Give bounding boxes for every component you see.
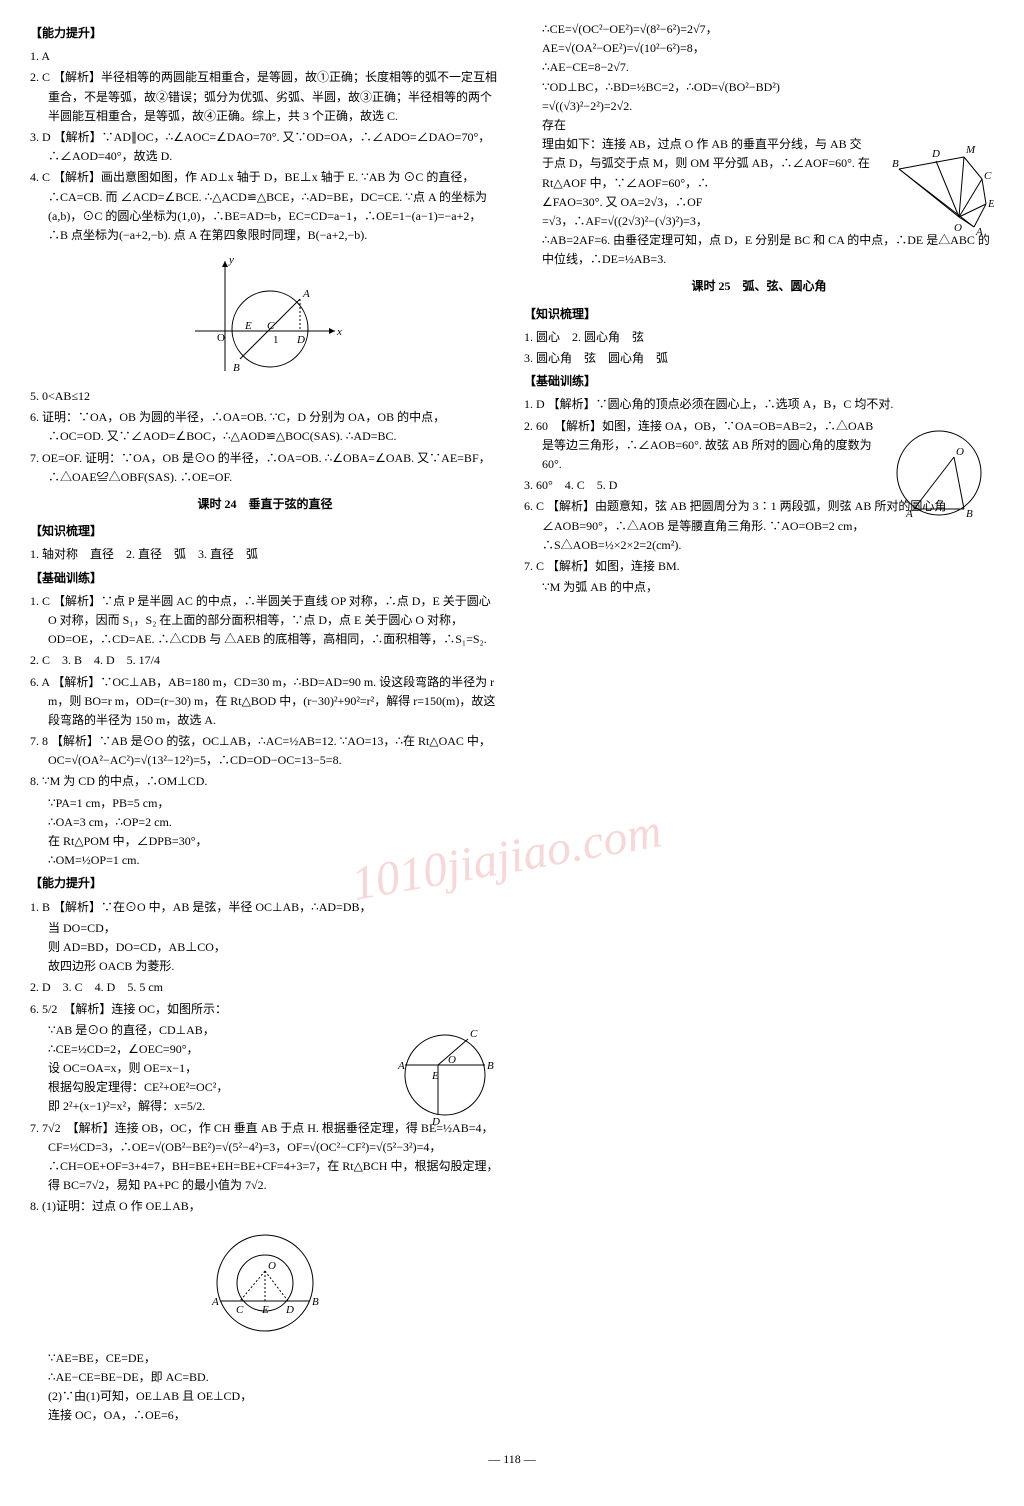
answer-item: 8. ∵M 为 CD 的中点，∴OM⊥CD. [30,772,500,791]
basic-heading: 【基础训练】 [30,569,500,588]
svg-text:D: D [296,334,305,346]
svg-text:C: C [267,320,275,332]
answer-item: 1. C 【解析】∵点 P 是半圆 AC 的中点，∴半圆关于直线 OP 对称，∴… [30,592,500,650]
svg-text:1: 1 [273,334,279,346]
answer-item: 8. (1)证明：过点 O 作 OE⊥AB， [30,1197,500,1216]
answer-sub: 故四边形 OACB 为菱形. [30,957,500,976]
figure-circle-axes: O x y A B E C 1 D [30,251,500,381]
answer-item: 2. C 【解析】半径相等的两圆能互相重合，是等圆，故①正确；长度相等的弧不一定… [30,68,500,126]
svg-text:A: A [397,1060,405,1072]
svg-text:A: A [302,288,310,300]
svg-text:O: O [217,332,225,344]
ability-heading: 【能力提升】 [30,874,500,893]
answer-sub: 连接 OC，OA，∴OE=6， [30,1406,500,1425]
knowledge-item: 1. 轴对称 直径 2. 直径 弧 3. 直径 弧 [30,545,500,564]
answer-item: 1. A [30,47,500,66]
svg-text:x: x [336,326,342,338]
answer-item: 7. 8 【解析】∵AB 是⊙O 的弦，OC⊥AB，∴AC=½AB=12. ∵A… [30,732,500,770]
answer-item: 6. 5/2 【解析】连接 OC，如图所示： [30,1000,500,1019]
svg-text:B: B [487,1060,494,1072]
answer-sub: (2)∵由(1)可知，OE⊥AB 且 OE⊥CD， [30,1387,500,1406]
answer-sub: ∵PA=1 cm，PB=5 cm， [30,794,500,813]
answer-sub: ∵M 为弧 AB 的中点， [524,578,994,597]
svg-text:B: B [233,362,240,374]
answer-sub: ∴OA=3 cm，∴OP=2 cm. [30,813,500,832]
answer-sub: 理由如下：连接 AB，过点 O 作 AB 的垂直平分线，与 AB 交于点 D，与… [524,135,871,193]
answer-item: 5. 0<AB≤12 [30,387,500,406]
answer-sub: ∴AE−CE=BE−DE，即 AC=BD. [30,1368,500,1387]
svg-text:C: C [236,1304,244,1316]
svg-text:D: D [285,1304,294,1316]
answer-sub: 在 Rt△POM 中，∠DPB=30°， [30,832,500,851]
figure-small-circle: A B C D E O [390,1021,500,1129]
answer-item: 7. C 【解析】如图，连接 BM. [524,557,994,576]
svg-text:M: M [965,144,976,156]
answer-item: 2. D 3. C 4. D 5. 5 cm [30,978,500,997]
page-number: — 118 — [30,1450,994,1469]
knowledge-item: 3. 圆心角 弦 圆心角 弧 [524,349,994,368]
svg-text:y: y [228,254,234,266]
answer-sub: AE=√(OA²−OE²)=√(10²−6²)=8， [524,39,994,58]
lesson-title: 课时 24 垂直于弦的直径 [30,495,500,514]
svg-text:B: B [966,508,973,520]
answer-sub: ∵OD⊥BC，∴BD=½BC=2，∴OD=√(BO²−BD²) [524,78,994,97]
answer-item: 7. OE=OF. 证明：∵OA，OB 是⊙O 的半径，∴OA=OB. ∴∠OB… [30,449,500,487]
answer-item: 4. C 【解析】画出意图如图，作 AD⊥x 轴于 D，BE⊥x 轴于 E. ∵… [30,168,500,245]
svg-text:B: B [892,158,899,170]
svg-text:O: O [448,1054,456,1066]
answer-sub: 存在 [524,116,994,135]
svg-text:A: A [211,1296,219,1308]
svg-text:O: O [954,222,962,234]
answer-item: 1. D 【解析】∵圆心角的顶点必须在圆心上，∴选项 A，B，C 均不对. [524,395,994,414]
knowledge-heading: 【知识梳理】 [524,305,994,324]
svg-text:C: C [984,170,992,182]
page-content: 【能力提升】 1. A 2. C 【解析】半径相等的两圆能互相重合，是等圆，故①… [30,20,994,1440]
svg-text:E: E [431,1070,439,1082]
knowledge-heading: 【知识梳理】 [30,522,500,541]
basic-heading: 【基础训练】 [524,372,994,391]
svg-text:B: B [312,1296,319,1308]
svg-text:E: E [244,320,252,332]
ability-heading: 【能力提升】 [30,24,500,43]
answer-sub: ∴CE=√(OC²−OE²)=√(8²−6²)=2√7， [524,20,994,39]
answer-sub: 当 DO=CD， [30,919,500,938]
answer-item: 1. B 【解析】∵在⊙O 中，AB 是弦，半径 OC⊥AB，∴AD=DB， [30,898,500,917]
figure-triangle-circle: O A B [884,417,994,535]
answer-item: 2. C 3. B 4. D 5. 17/4 [30,651,500,670]
svg-text:A: A [975,226,983,238]
svg-text:D: D [431,1116,440,1125]
svg-text:O: O [956,446,964,458]
svg-text:A: A [905,508,913,520]
answer-item: 7. 7√2 【解析】连接 OB，OC，作 CH 垂直 AB 于点 H. 根据垂… [30,1119,500,1196]
answer-item: 6. A 【解析】∵OC⊥AB，AB=180 m，CD=30 m，∴BD=AD=… [30,673,500,731]
svg-text:C: C [470,1028,478,1040]
svg-text:E: E [987,198,994,210]
answer-sub: ∵AE=BE，CE=DE， [30,1349,500,1368]
answer-sub: ∴AE−CE=8−2√7. [524,58,994,77]
answer-item: 2. 60 【解析】如图，连接 OA，OB，∵OA=OB=AB=2，∴△OAB … [524,417,880,475]
knowledge-item: 1. 圆心 2. 圆心角 弦 [524,328,994,347]
answer-sub: =√((√3)²−2²)=2√2. [524,97,994,116]
answer-sub: 则 AD=BD，DO=CD，AB⊥CO， [30,938,500,957]
lesson-title: 课时 25 弧、弦、圆心角 [524,277,994,296]
figure-pentagon: B M C E A O D [874,135,994,253]
svg-text:O: O [268,1260,276,1272]
svg-text:E: E [261,1304,269,1316]
answer-item: 3. D 【解析】∵AD∥OC，∴∠AOC=∠DAO=70°. 又∵OD=OA，… [30,128,500,166]
answer-sub: ∴OM=½OP=1 cm. [30,851,500,870]
svg-text:D: D [931,148,940,160]
figure-concentric: O A C E D B [30,1223,500,1343]
answer-item: 6. 证明：∵OA，OB 为圆的半径，∴OA=OB. ∵C，D 分别为 OA，O… [30,408,500,446]
